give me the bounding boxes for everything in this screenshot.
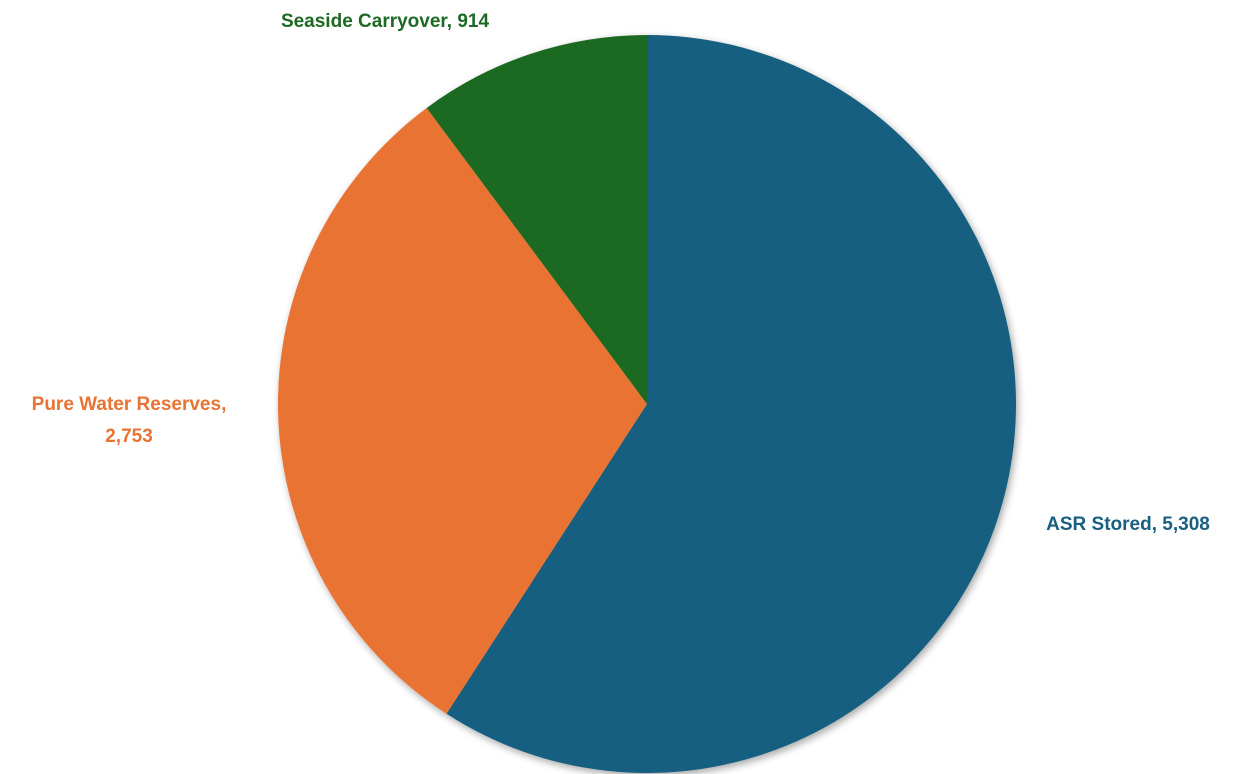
slice-value-asr-stored: 5,308 [1162,514,1210,535]
slice-label-separator: , [1152,514,1163,535]
slice-label-pure-water-reserves: Pure Water Reserves, [32,394,227,415]
slice-value-pure-water-reserves: 2,753 [105,426,153,447]
slice-label-seaside-carryover: Seaside Carryover, 914 [281,11,490,32]
pie-slice-seaside-carryover [426,35,647,404]
slice-name-seaside-carryover: Seaside Carryover [281,11,448,32]
pie-slice-pure-water-reserves [278,108,647,714]
slice-label-asr-stored: ASR Stored, 5,308 [1046,514,1210,535]
slice-value-seaside-carryover: 914 [457,11,489,32]
slice-label-separator: , [221,394,226,415]
slice-name-asr-stored: ASR Stored [1046,514,1152,535]
pie-slice-asr-stored [446,35,1017,773]
slice-label-separator: , [447,11,458,32]
pie-slices [278,35,1017,773]
slice-name-pure-water-reserves: Pure Water Reserves [32,394,221,415]
slice-value-label-pure-water-reserves: 2,753 [105,426,153,447]
